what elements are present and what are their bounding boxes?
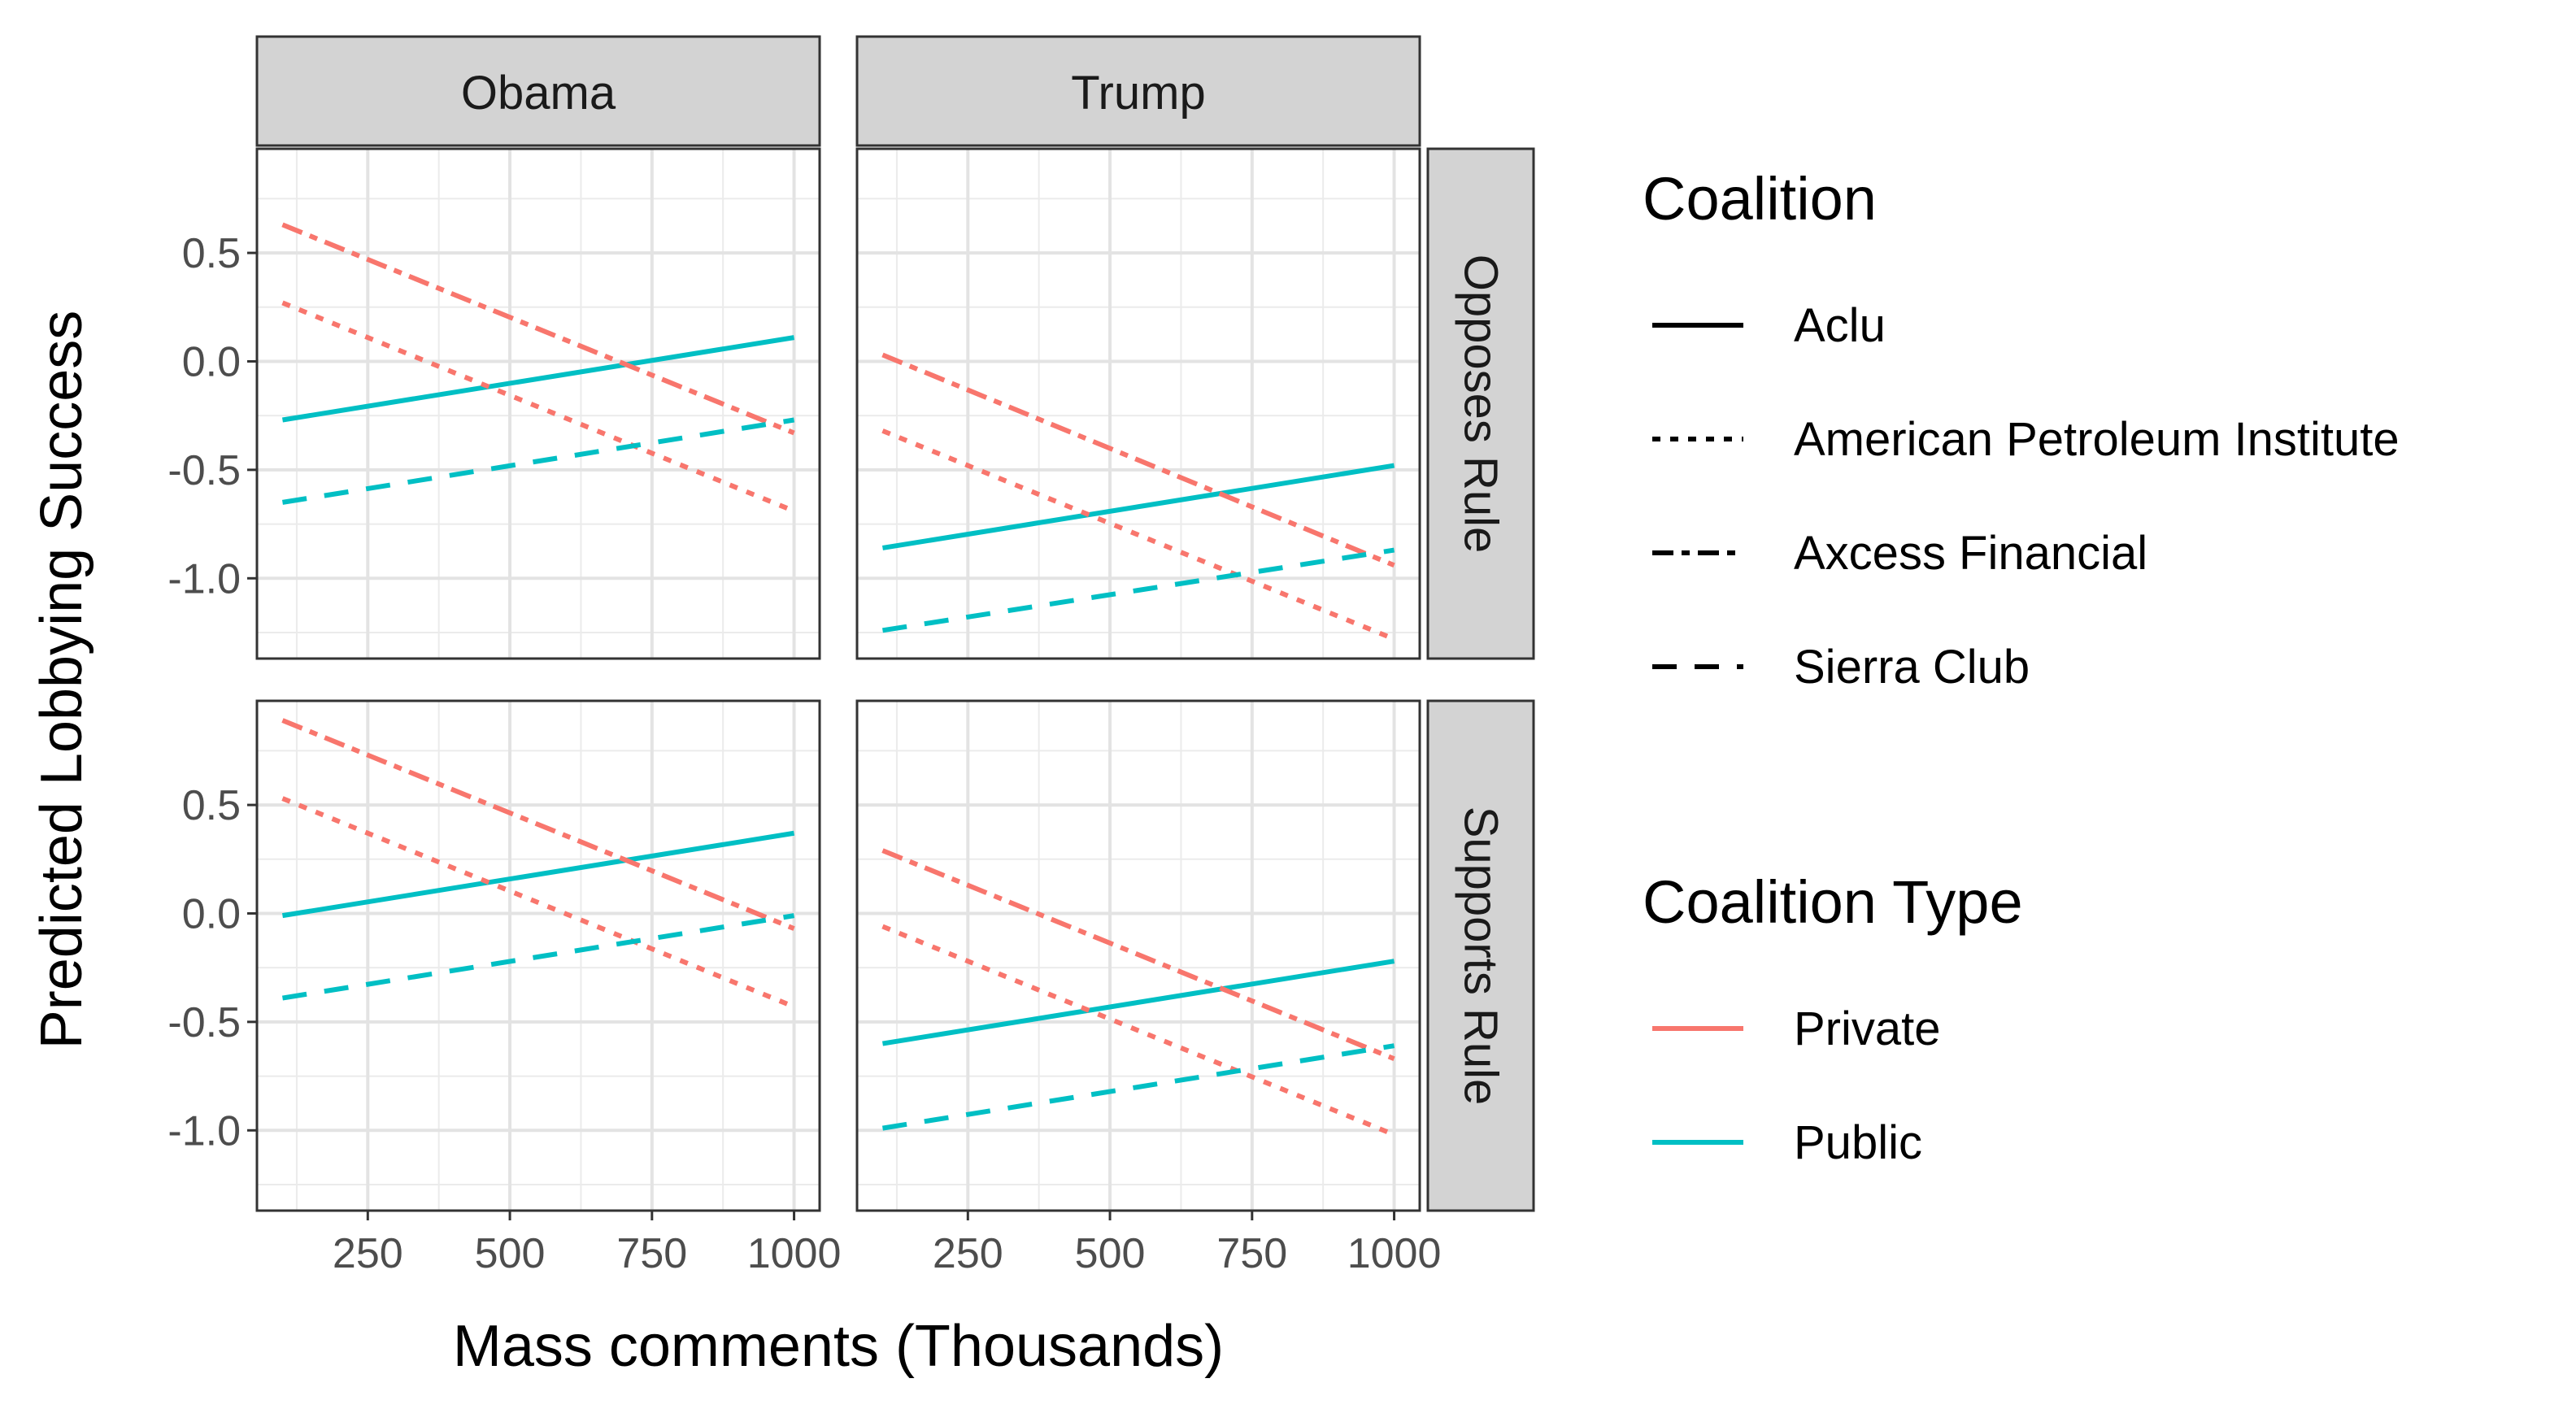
series-group [881, 848, 1395, 1137]
series-line-axcess-financial [881, 352, 1395, 568]
series-line-american-petroleum-institute [281, 300, 795, 514]
facet-label-opposes-rule: Opposes Rule [1455, 254, 1508, 554]
y-tick-label: -0.5 [168, 447, 241, 494]
facet-label-supports-rule: Supports Rule [1455, 807, 1508, 1106]
panel-background [257, 149, 820, 659]
series-line-sierra-club [881, 1043, 1395, 1131]
y-tick-label: -1.0 [168, 555, 241, 602]
panel-obama-supports-rule: 0.5 0.0 -0.5 -1.0 250 500 750 1000 [168, 699, 842, 1277]
y-tick-label: -1.0 [168, 1107, 241, 1155]
series-line-aclu [281, 335, 795, 423]
y-tick-label: -0.5 [168, 999, 241, 1046]
panel-border [855, 699, 1421, 1212]
x-tick-label: 750 [616, 1230, 687, 1277]
panel-trump-opposes-rule [855, 147, 1421, 660]
series-line-american-petroleum-institute [281, 796, 795, 1009]
series-group [881, 352, 1395, 641]
legend-label-public: Public [1794, 1116, 1922, 1169]
x-tick-label: 250 [333, 1230, 403, 1277]
y-axis-title: Predicted Lobbying Success [29, 311, 94, 1050]
facet-strip-opposes-rule [1426, 147, 1535, 660]
panel-border [855, 147, 1421, 660]
legend-label-aclu: Aclu [1794, 299, 1886, 352]
y-tick-label: 0.5 [182, 230, 241, 277]
legend-label-axcess-financial: Axcess Financial [1794, 527, 2147, 580]
x-tick-label: 500 [475, 1230, 546, 1277]
legend-title-coalition-type: Coalition Type [1643, 868, 2023, 936]
legend-title-coalition: Coalition [1643, 165, 1877, 233]
series-line-aclu [881, 959, 1395, 1046]
legend-label-private: Private [1794, 1002, 1941, 1055]
series-line-sierra-club [281, 913, 795, 1001]
series-line-sierra-club [881, 547, 1395, 633]
y-tick-label: 0.0 [182, 890, 241, 937]
facet-label-trump: Trump [1071, 67, 1205, 120]
series-line-axcess-financial [281, 718, 795, 931]
x-axis-title: Mass comments (Thousands) [453, 1314, 1224, 1379]
series-line-axcess-financial [281, 222, 795, 436]
facet-strip-trump [855, 35, 1421, 147]
series-group [281, 718, 795, 1009]
x-tick-label: 1000 [1347, 1230, 1442, 1277]
y-tick-label: 0.0 [182, 338, 241, 385]
panel-border [255, 147, 821, 660]
y-tick-label: 0.5 [182, 782, 241, 829]
panel-trump-supports-rule: 250 500 750 1000 [855, 699, 1442, 1277]
legend-label-american-petroleum-institute: American Petroleum Institute [1794, 413, 2400, 466]
panel-background [857, 149, 1420, 659]
x-tick-label: 250 [933, 1230, 1003, 1277]
series-group [281, 222, 795, 514]
x-tick-label: 1000 [747, 1230, 842, 1277]
x-tick-label: 500 [1075, 1230, 1146, 1277]
panel-border [255, 699, 821, 1212]
series-line-sierra-club [281, 417, 795, 505]
series-line-american-petroleum-institute [881, 924, 1395, 1137]
series-line-aclu [881, 463, 1395, 550]
facet-label-obama: Obama [461, 67, 616, 120]
series-line-axcess-financial [881, 848, 1395, 1062]
series-line-aclu [281, 830, 795, 919]
series-line-american-petroleum-institute [881, 428, 1395, 641]
x-tick-label: 750 [1216, 1230, 1287, 1277]
legend-label-sierra-club: Sierra Club [1794, 641, 2030, 694]
panel-obama-opposes-rule: 0.5 0.0 -0.5 -1.0 [168, 147, 821, 660]
facet-strip-supports-rule [1426, 699, 1535, 1212]
facet-strip-obama [255, 35, 821, 147]
